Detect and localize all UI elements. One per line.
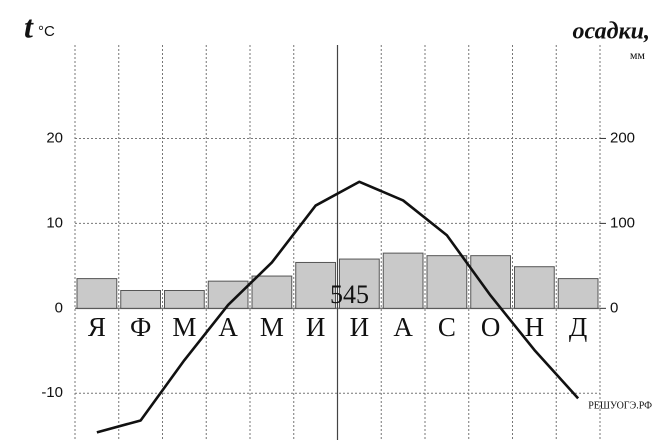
x-tick-label: Я [88, 312, 106, 342]
x-tick-label: С [438, 312, 456, 342]
x-tick-label: Н [525, 312, 545, 342]
precipitation-bar [251, 275, 293, 309]
y-axis-unit: °С [38, 23, 55, 40]
x-tick-label: И [350, 312, 370, 342]
y-tick-label: 10 [46, 214, 63, 231]
y-axis-label: t [24, 8, 34, 44]
y-tick-label: 20 [46, 129, 63, 146]
y2-axis-label: осадки, [573, 19, 650, 45]
x-tick-label: А [218, 312, 238, 342]
x-tick-label: М [172, 312, 196, 342]
precipitation-bar [120, 289, 161, 309]
y2-tick-label: 0 [610, 299, 618, 316]
precipitation-bar [295, 261, 336, 309]
y-tick-label: 0 [55, 299, 63, 316]
watermark: РЕШУОГЭ.РФ [588, 400, 652, 411]
precipitation-bar [339, 258, 380, 309]
x-tick-label: А [393, 312, 413, 342]
x-tick-label: О [481, 312, 501, 342]
precipitation-bar [382, 252, 424, 309]
x-tick-label: Д [569, 312, 587, 342]
precipitation-bar [164, 289, 205, 309]
y2-tick-label: 200 [610, 129, 635, 146]
y2-tick-label: 100 [610, 214, 635, 231]
x-tick-label: М [260, 312, 284, 342]
y-tick-label: -10 [41, 384, 63, 401]
y2-axis-unit: мм [630, 48, 646, 62]
precipitation-bar [557, 278, 599, 309]
precipitation-bar [470, 255, 511, 309]
precipitation-bar [514, 266, 555, 309]
precipitation-bar [76, 278, 118, 309]
temperature-line [96, 180, 580, 434]
x-tick-label: И [306, 312, 326, 342]
x-tick-label: Ф [130, 312, 151, 342]
precipitation-bar [426, 255, 468, 309]
annotation: 545 [330, 280, 369, 309]
